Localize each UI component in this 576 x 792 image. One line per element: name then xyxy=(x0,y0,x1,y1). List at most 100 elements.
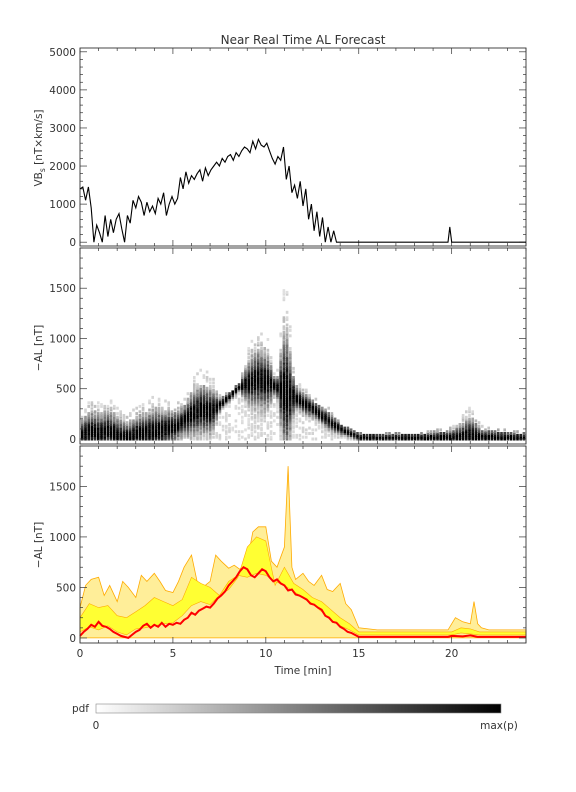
pdf-cell xyxy=(449,426,452,430)
pdf-cell xyxy=(263,347,266,350)
pdf-cell xyxy=(253,394,257,398)
pdf-cell xyxy=(330,433,334,437)
pdf-cell xyxy=(314,412,318,416)
pdf-cell xyxy=(212,381,215,385)
pdf-cell xyxy=(237,390,241,394)
pdf-cell xyxy=(241,388,244,392)
pdf-cell xyxy=(260,332,263,336)
pdf-cell xyxy=(90,424,94,428)
pdf-cell xyxy=(500,433,503,437)
pdf-cell xyxy=(289,377,292,381)
pdf-cell xyxy=(119,415,122,419)
pdf-cell xyxy=(266,426,270,430)
pdf-cell xyxy=(103,432,106,435)
pdf-cell xyxy=(295,435,298,439)
pdf-cell xyxy=(103,412,106,416)
pdf-cell xyxy=(93,428,97,432)
pdf-cell xyxy=(333,430,337,434)
pdf-cell xyxy=(298,408,302,412)
pdf-cell xyxy=(231,394,234,398)
pdf-cell xyxy=(317,421,321,425)
pdf-cell xyxy=(285,345,289,349)
pdf-cell xyxy=(311,428,314,432)
pdf-cell xyxy=(157,406,161,410)
pdf-cell xyxy=(273,419,276,423)
pdf-cell xyxy=(129,430,132,434)
pdf-cell xyxy=(340,433,343,437)
pdf-cell xyxy=(212,377,215,381)
pdf-cell xyxy=(138,433,142,437)
pdf-cell xyxy=(113,404,116,408)
pdf-cell xyxy=(87,421,90,425)
pdf-cell xyxy=(90,430,94,434)
pdf-cell xyxy=(189,432,193,435)
pdf-cell xyxy=(353,432,356,435)
pdf-cell xyxy=(292,415,295,419)
pdf-cell xyxy=(308,399,311,403)
pdf-cell xyxy=(103,437,106,441)
pdf-cell xyxy=(209,385,212,388)
pdf-cell xyxy=(125,423,129,426)
pdf-cell xyxy=(215,433,218,437)
pdf-cell xyxy=(193,419,196,423)
pdf-cell xyxy=(285,318,289,322)
pdf-cell xyxy=(164,428,167,432)
pdf-cell xyxy=(522,433,526,437)
pdf-cell xyxy=(257,414,260,417)
pdf-cell xyxy=(97,415,100,419)
pdf-cell xyxy=(305,388,308,392)
pdf-cell xyxy=(202,435,206,439)
pdf-cell xyxy=(177,433,180,437)
pdf-cell xyxy=(135,426,138,430)
pdf-cell xyxy=(129,419,132,423)
pdf-cell xyxy=(97,423,100,426)
pdf-cell xyxy=(260,415,263,419)
pdf-cell xyxy=(161,435,164,439)
pdf-cell xyxy=(247,386,250,390)
pdf-cell xyxy=(276,410,279,414)
pdf-cell xyxy=(183,428,186,432)
pdf-cell xyxy=(295,406,298,410)
pdf-cell xyxy=(263,354,266,358)
pdf-cell xyxy=(253,404,257,408)
pdf-cell xyxy=(295,404,298,408)
pdf-cell xyxy=(196,385,199,388)
pdf-cell xyxy=(253,390,257,394)
pdf-cell xyxy=(167,401,170,405)
pdf-cell xyxy=(100,430,103,434)
pdf-cell xyxy=(359,433,362,437)
pdf-cell xyxy=(228,401,231,405)
pdf-cell xyxy=(423,433,426,437)
pdf-cell xyxy=(135,433,138,437)
pdf-cell xyxy=(439,437,442,441)
pdf-cell xyxy=(305,412,308,416)
pdf-cell xyxy=(161,414,164,417)
pdf-cell xyxy=(84,433,87,437)
pdf-cell xyxy=(269,424,273,428)
pdf-cell xyxy=(106,421,110,425)
pdf-cell xyxy=(289,376,292,379)
pdf-cell xyxy=(212,419,215,423)
pdf-cell xyxy=(125,430,129,434)
pdf-cell xyxy=(468,417,471,421)
pdf-cell xyxy=(253,374,257,378)
pdf-cell xyxy=(468,432,471,435)
pdf-cell xyxy=(269,361,273,365)
pdf-cell xyxy=(305,428,308,432)
pdf-cell xyxy=(93,423,97,426)
pdf-cell xyxy=(301,395,305,399)
pdf-cell xyxy=(218,394,222,398)
pdf-cell xyxy=(87,423,90,426)
pdf-cell xyxy=(426,435,430,439)
pdf-cell xyxy=(439,428,442,432)
pdf-cell xyxy=(196,399,199,403)
pdf-cell xyxy=(468,426,471,430)
pdf-cell xyxy=(365,437,369,441)
pdf-cell xyxy=(333,435,337,439)
pdf-cell xyxy=(202,432,206,435)
pdf-cell xyxy=(202,410,206,414)
pdf-cell xyxy=(353,433,356,437)
pdf-cell xyxy=(330,426,334,430)
pdf-cell xyxy=(449,430,452,434)
pdf-cell xyxy=(282,430,286,434)
